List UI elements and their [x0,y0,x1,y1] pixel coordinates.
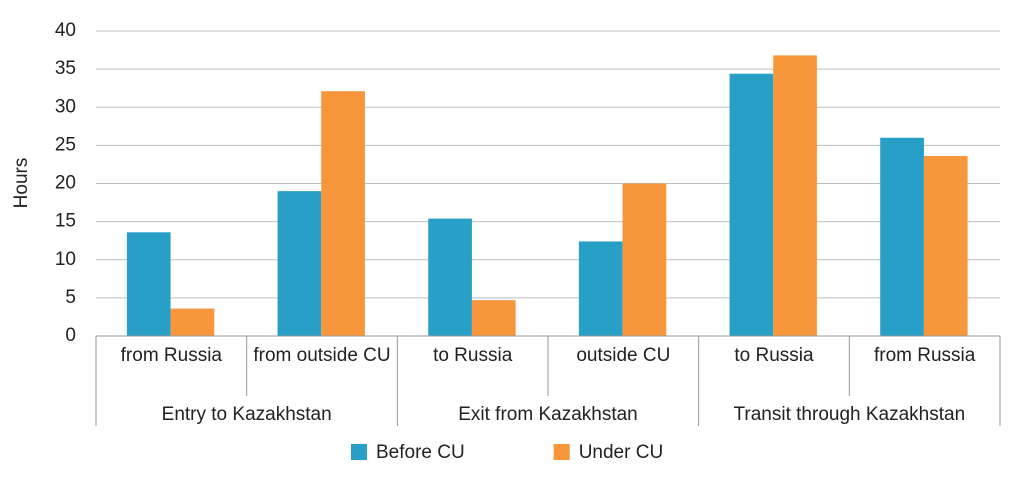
bar [729,73,774,336]
y-tick-label: 15 [55,211,76,232]
y-tick-label: 35 [55,58,76,79]
y-tick-label: 10 [55,249,76,270]
bar [428,218,472,336]
x-tick-label: to Russia [734,345,814,366]
bar [321,91,365,336]
y-tick-label: 0 [65,325,76,346]
legend-swatch [351,444,367,460]
legend-label: Before CU [376,442,465,463]
y-tick-label: 5 [65,287,76,308]
bar [471,300,516,336]
y-tick-label: 40 [55,20,76,41]
bar [923,156,968,336]
bar [880,137,924,336]
y-tick-label: 30 [55,96,76,117]
bar [126,232,171,336]
x-tick-label: from outside CU [253,345,390,366]
bar [170,308,215,336]
bar [277,191,322,336]
bar [773,55,817,337]
bar [578,241,623,336]
legend-label: Under CU [579,442,663,463]
legend-swatch [553,444,570,460]
y-axis-label: Hours [11,158,32,209]
x-tick-label: from Russia [121,345,223,366]
x-tick-label: outside CU [576,345,670,366]
bar [622,183,667,336]
group-label: Exit from Kazakhstan [458,404,638,425]
x-tick-label: to Russia [433,345,513,366]
group-label: Transit through Kazakhstan [734,404,966,425]
x-tick-label: from Russia [874,345,976,366]
y-tick-label: 25 [55,134,76,155]
group-label: Entry to Kazakhstan [162,404,332,425]
y-tick-label: 20 [55,173,76,194]
